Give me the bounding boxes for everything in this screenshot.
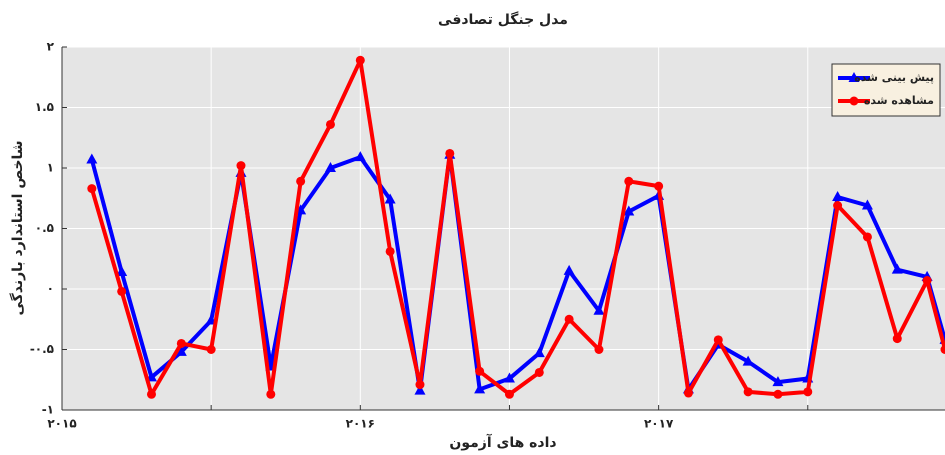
marker (146, 389, 156, 399)
marker (385, 246, 395, 256)
marker (563, 264, 575, 275)
marker (832, 191, 844, 202)
marker (415, 380, 425, 390)
marker (176, 338, 186, 348)
marker (296, 176, 306, 186)
marker (504, 389, 514, 399)
marker (940, 345, 945, 354)
marker (266, 389, 276, 399)
y-tick-label: -۰.۵ (30, 342, 54, 356)
marker (533, 347, 545, 358)
marker (175, 345, 187, 356)
y-tick-label: -۱ (42, 403, 54, 417)
marker (891, 263, 903, 274)
legend-label: مشاهده شده (864, 94, 934, 107)
marker (654, 181, 664, 191)
marker (86, 153, 98, 164)
marker (713, 335, 723, 345)
marker (892, 334, 902, 344)
marker (593, 304, 605, 315)
marker (116, 266, 128, 277)
chart-title: مدل جنگل تصادفی (438, 11, 568, 28)
y-tick-label: ۱ (47, 161, 54, 175)
marker (384, 193, 396, 204)
marker (474, 383, 486, 394)
marker (236, 161, 246, 171)
x-tick-label: ۲۰۱۷ (644, 417, 674, 431)
marker (445, 148, 455, 158)
marker (862, 232, 872, 242)
marker (772, 376, 784, 387)
marker (503, 372, 515, 383)
marker (355, 55, 365, 65)
marker (624, 176, 634, 186)
marker (803, 387, 813, 397)
marker (325, 119, 335, 129)
marker (206, 345, 216, 354)
marker (743, 387, 753, 397)
marker (833, 201, 843, 211)
marker (87, 184, 97, 194)
marker (773, 389, 783, 399)
x-tick-label: ۲۰۱۵ (47, 417, 76, 431)
marker (861, 199, 873, 210)
series-line (89, 58, 945, 397)
marker (594, 345, 604, 354)
marker (475, 366, 485, 376)
marker (414, 384, 426, 395)
marker (623, 205, 635, 216)
y-tick-label: ۰ (47, 282, 54, 296)
x-tick-label: ۲۰۱۶ (346, 417, 375, 431)
marker (354, 151, 366, 162)
y-tick-label: ۱.۵ (35, 100, 54, 114)
legend-box (831, 63, 941, 117)
marker (534, 367, 544, 377)
legend-marker (849, 96, 859, 106)
marker (117, 286, 127, 296)
x-axis-label: داده های آزمون (449, 433, 556, 451)
legend-marker (848, 72, 860, 82)
marker (742, 355, 754, 366)
y-axis-label: شاخص استاندارد بارندگی (9, 140, 26, 315)
y-tick-label: ۲ (47, 40, 55, 54)
marker (922, 276, 932, 286)
y-tick-label: ۰.۵ (35, 221, 54, 235)
marker (683, 388, 693, 398)
legend-label: پیش بینی شده (854, 71, 934, 84)
marker (324, 162, 336, 172)
marker (564, 314, 574, 324)
